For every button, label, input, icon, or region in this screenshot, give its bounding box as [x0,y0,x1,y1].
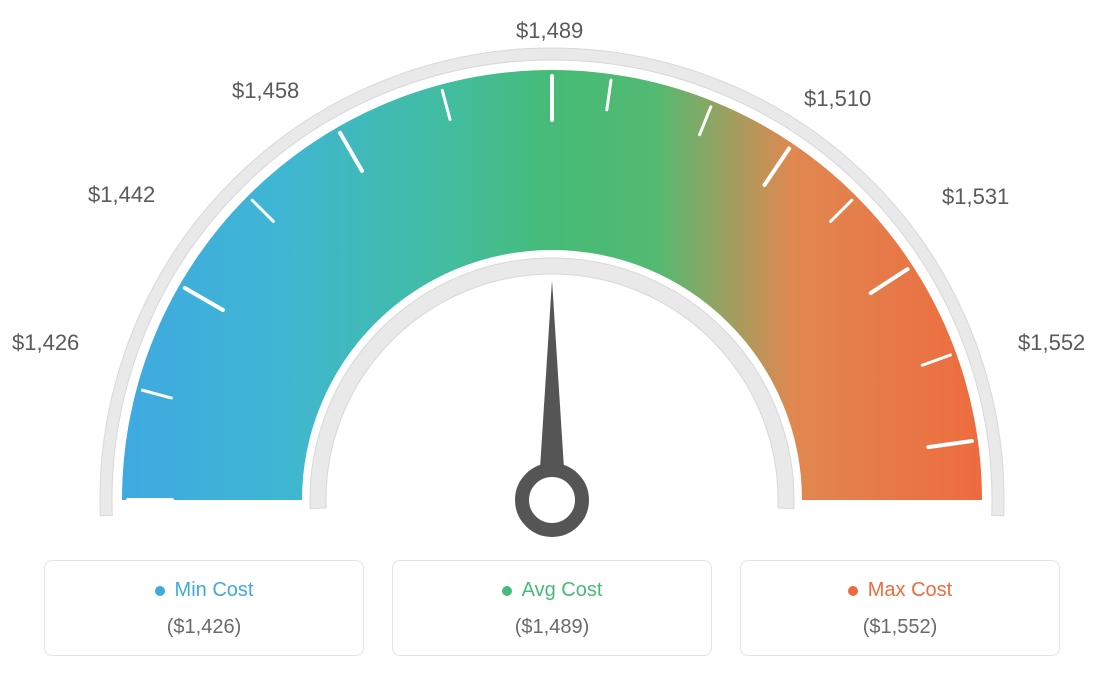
legend-value-min: ($1,426) [45,616,363,639]
legend-card-max: Max Cost ($1,552) [740,560,1060,656]
gauge-tick-label: $1,489 [516,18,583,44]
legend-card-min: Min Cost ($1,426) [44,560,364,656]
legend-dot-min [155,586,165,596]
legend-row: Min Cost ($1,426) Avg Cost ($1,489) Max … [0,560,1104,656]
legend-label-avg: Avg Cost [522,579,603,602]
gauge-tick-label: $1,426 [12,330,79,356]
legend-value-max: ($1,552) [741,616,1059,639]
legend-title-max: Max Cost [848,579,952,602]
gauge-tick-label: $1,552 [1018,330,1085,356]
legend-label-min: Min Cost [175,579,254,602]
gauge-tick-label: $1,458 [232,78,299,104]
legend-card-avg: Avg Cost ($1,489) [392,560,712,656]
gauge-tick-label: $1,510 [804,86,871,112]
gauge-chart: $1,426 $1,442 $1,458 $1,489 $1,510 $1,531 $1,5… [0,0,1104,560]
legend-dot-max [848,586,858,596]
gauge-tick-label: $1,531 [942,184,1009,210]
legend-dot-avg [502,586,512,596]
legend-label-max: Max Cost [868,579,952,602]
legend-title-avg: Avg Cost [502,579,603,602]
legend-title-min: Min Cost [155,579,254,602]
gauge-tick-label: $1,442 [88,182,155,208]
gauge-svg [0,0,1104,560]
legend-value-avg: ($1,489) [393,616,711,639]
